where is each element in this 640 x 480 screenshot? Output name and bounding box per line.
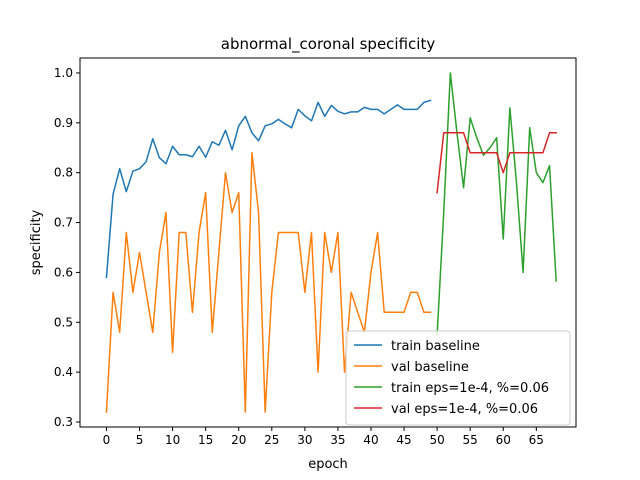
legend-label: train eps=1e-4, %=0.06 <box>391 381 549 396</box>
x-tick-label: 60 <box>496 433 511 447</box>
x-tick-label: 15 <box>198 433 213 447</box>
axes: 0 5 10 15 20 25 30 35 40 45 50 55 60 65 0.3 0.4 0.5 0.6 0.… <box>54 66 544 447</box>
legend-label: val eps=1e-4, %=0.06 <box>391 402 538 417</box>
x-tick-label: 55 <box>463 433 478 447</box>
y-tick-label: 0.6 <box>54 265 73 279</box>
x-tick-label: 5 <box>136 433 144 447</box>
x-tick-label: 65 <box>529 433 544 447</box>
x-tick-label: 35 <box>330 433 345 447</box>
series-line-0 <box>105 99 432 279</box>
legend-label: val baseline <box>391 360 469 375</box>
y-tick-label: 0.3 <box>54 415 73 429</box>
chart-title: abnormal_coronal specificity <box>221 35 436 54</box>
y-tick-label: 0.5 <box>54 315 73 329</box>
x-tick-label: 45 <box>396 433 411 447</box>
x-tick-label: 30 <box>297 433 312 447</box>
x-tick-label: 50 <box>429 433 444 447</box>
plot-frame <box>79 57 577 428</box>
x-tick-label: 25 <box>264 433 279 447</box>
x-tick-label: 40 <box>363 433 378 447</box>
legend-box <box>345 330 571 426</box>
series-line-3 <box>436 132 557 194</box>
x-axis-title: epoch <box>308 457 348 472</box>
y-tick-label: 0.4 <box>54 365 73 379</box>
y-tick-label: 0.7 <box>54 216 73 230</box>
legend-label: train baseline <box>391 339 480 354</box>
series-group <box>105 72 557 413</box>
y-axis-title: specificity <box>29 209 44 275</box>
x-tick-label: 10 <box>165 433 180 447</box>
x-tick-label: 20 <box>231 433 246 447</box>
series-line-1 <box>105 151 432 413</box>
y-tick-label: 0.8 <box>54 166 73 180</box>
y-tick-label: 1.0 <box>54 66 73 80</box>
y-tick-label: 0.9 <box>54 116 73 130</box>
legend: train baseline val baseline train eps=1e-4… <box>345 330 571 426</box>
series-line-2 <box>436 72 557 336</box>
x-tick-label: 0 <box>103 433 111 447</box>
